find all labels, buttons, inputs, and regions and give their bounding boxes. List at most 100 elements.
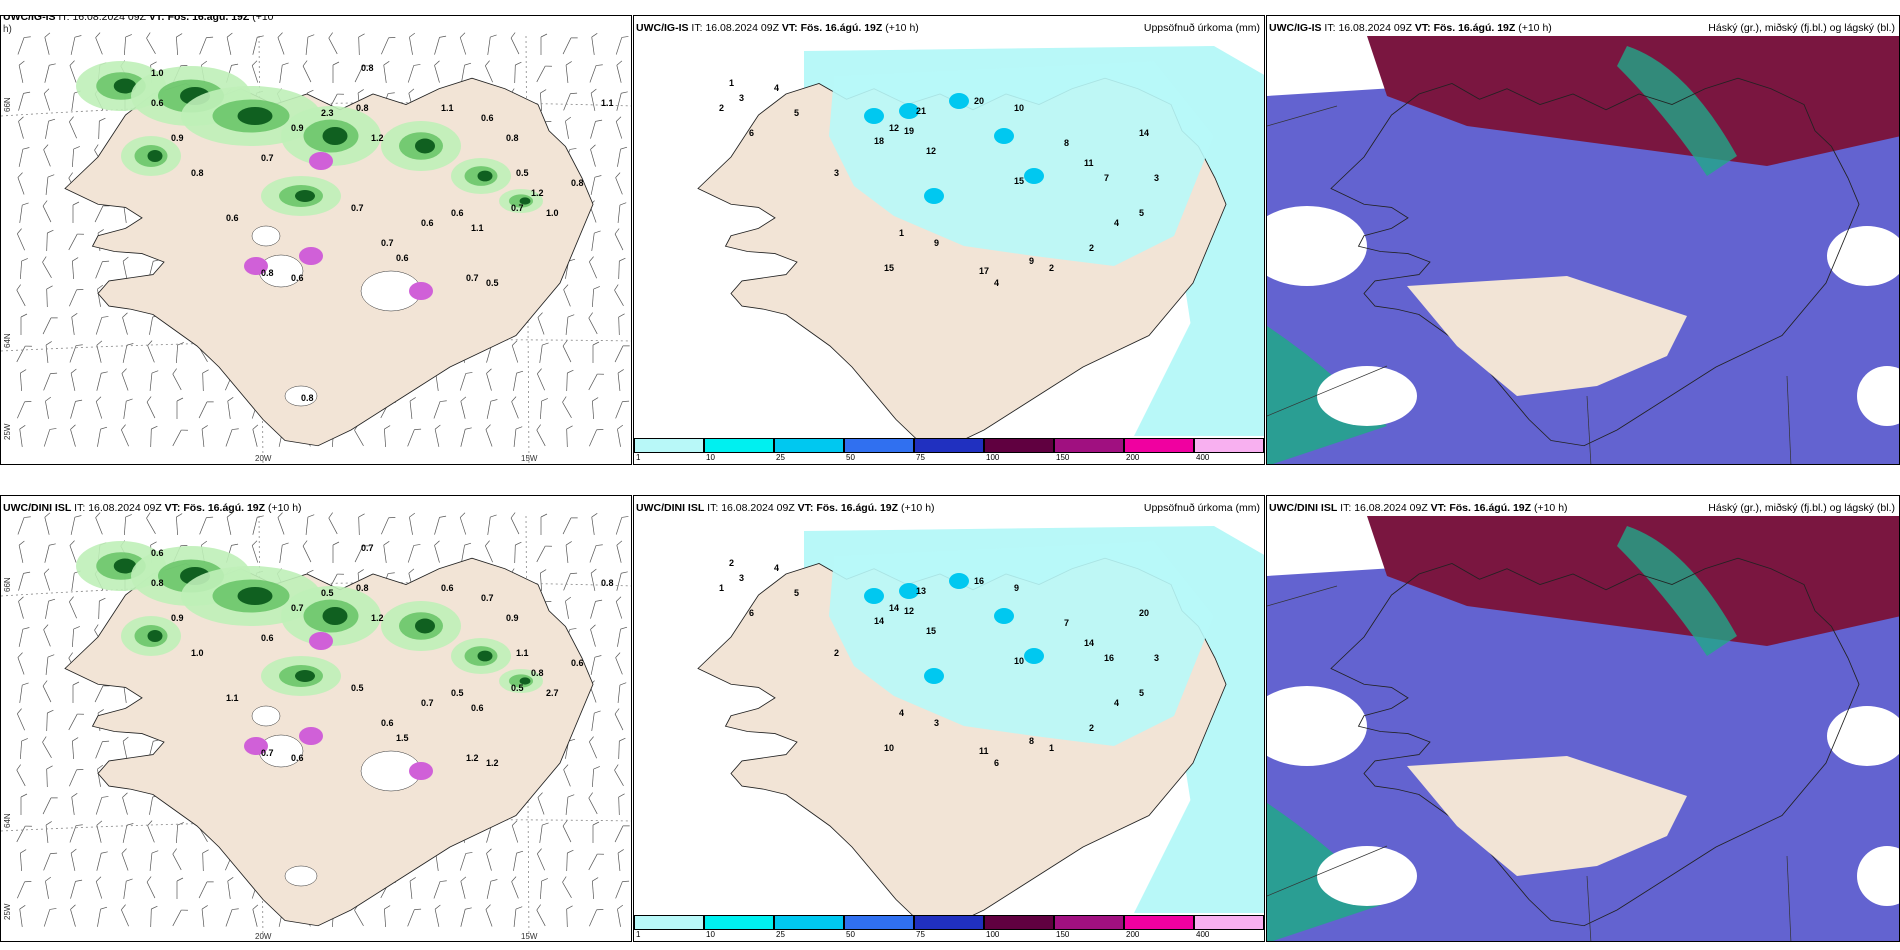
wind-barb: [511, 876, 519, 899]
barb-feather: [569, 148, 577, 150]
wind-barb: [485, 60, 493, 83]
wind-barb: [434, 540, 440, 563]
value-label: 4: [994, 278, 999, 288]
barb-shaft: [70, 909, 76, 927]
barb-shaft: [71, 797, 75, 815]
barb-shaft: [434, 65, 440, 83]
barb-shaft: [95, 741, 103, 759]
barb-feather: [413, 544, 421, 546]
wind-barb: [45, 654, 55, 675]
barb-shaft: [537, 317, 545, 335]
barb-shaft: [565, 317, 569, 335]
barb-shaft: [537, 373, 545, 391]
wind-barb: [72, 201, 80, 223]
barb-shaft: [486, 853, 492, 871]
barb-feather: [544, 121, 552, 123]
barb-feather: [95, 876, 102, 882]
barb-feather: [24, 516, 31, 518]
precip-magenta-area: [409, 762, 433, 780]
wind-barb: [407, 544, 421, 563]
barb-feather: [434, 904, 441, 910]
wind-barb: [279, 542, 289, 563]
wind-barb: [511, 820, 519, 843]
precip-magenta-area: [244, 737, 268, 755]
barb-feather: [17, 708, 22, 715]
barb-feather: [146, 396, 152, 403]
value-label: 2: [719, 103, 724, 113]
wind-barb: [226, 512, 233, 535]
barb-feather: [47, 229, 54, 234]
barb-feather: [357, 569, 364, 574]
wind-barb: [44, 63, 56, 83]
barb-shaft: [384, 428, 386, 448]
wind-barb: [172, 368, 182, 391]
wind-barb: [536, 424, 546, 447]
wind-barb: [539, 822, 549, 843]
lat-label-66n: 66N: [3, 97, 12, 112]
barb-shaft: [44, 517, 50, 535]
wind-barb: [18, 60, 25, 83]
wind-barb: [618, 313, 625, 336]
barb-shaft: [252, 517, 258, 535]
barb-shaft: [616, 573, 622, 591]
barb-shaft: [98, 600, 100, 620]
barb-feather: [490, 514, 497, 518]
barb-shaft: [199, 37, 207, 55]
barb-shaft: [19, 909, 23, 927]
barb-feather: [588, 792, 593, 799]
barb-feather: [570, 37, 578, 39]
value-label: 0.6: [396, 253, 409, 263]
barb-shaft: [122, 345, 128, 363]
precip-heavy-area: [477, 650, 493, 662]
value-label: 21: [916, 106, 926, 116]
precip-magenta-area: [244, 257, 268, 275]
colorbar-tick-label: 75: [916, 453, 925, 462]
barb-shaft: [511, 825, 519, 843]
barb-feather: [44, 512, 51, 518]
barb-feather: [25, 345, 32, 347]
value-label: 5: [1139, 208, 1144, 218]
wind-barb: [513, 370, 524, 391]
wind-barb: [46, 709, 54, 732]
barb-shaft: [172, 853, 182, 871]
barb-feather: [414, 428, 422, 431]
barb-shaft: [511, 881, 519, 899]
wind-barb: [566, 849, 574, 872]
barb-shaft: [514, 544, 516, 564]
proj-line: [1267, 585, 1338, 607]
barb-shaft: [513, 429, 517, 447]
wind-barb: [615, 400, 630, 419]
barb-feather: [16, 284, 21, 291]
wind-barb: [70, 35, 82, 55]
barb-feather: [126, 398, 133, 402]
precip-map: 2134561314121516910118714162035421634101…: [697, 526, 1264, 927]
valid-time: Fös. 16.ágú. 19Z: [1433, 22, 1516, 34]
precip-heavy-area: [113, 558, 137, 574]
wind-barb: [42, 200, 52, 223]
barb-feather: [232, 908, 239, 910]
barb-shaft: [72, 740, 74, 760]
barb-shaft: [17, 177, 25, 195]
wind-barb: [121, 848, 129, 871]
wind-barb: [617, 424, 624, 447]
value-label: 1: [1049, 743, 1054, 753]
colorbar-tick-label: 100: [986, 930, 1000, 939]
barb-shaft: [614, 345, 624, 363]
barb-shaft: [592, 400, 594, 420]
wind-barb: [616, 91, 628, 111]
barb-feather: [42, 736, 47, 743]
value-label: 1: [719, 583, 724, 593]
barb-feather: [440, 880, 447, 882]
barb-shaft: [407, 65, 415, 83]
barb-shaft: [511, 345, 519, 363]
barb-feather: [592, 821, 600, 826]
barb-feather: [510, 512, 516, 519]
barb-shaft: [614, 713, 624, 731]
field-title: Háský (gr.), miðský (fj.bl.) og lágský (…: [1708, 502, 1895, 514]
wind-barb: [563, 92, 578, 111]
barb-feather: [545, 545, 552, 547]
wind-barb: [407, 64, 421, 83]
barb-feather: [465, 427, 472, 430]
wind-barb: [409, 397, 416, 419]
barb-shaft: [540, 400, 542, 420]
